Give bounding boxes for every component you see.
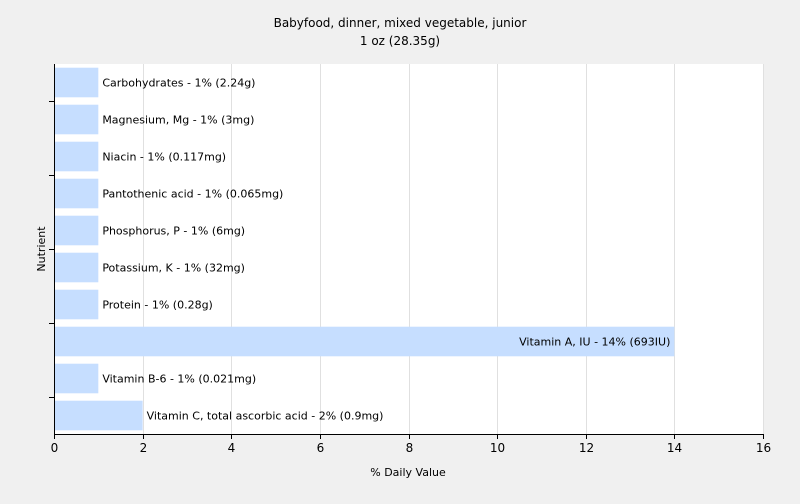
- bar-3: [55, 178, 99, 209]
- x-tick-label-2: 4: [228, 441, 236, 455]
- bar-9: [55, 400, 143, 431]
- bar-0: [55, 67, 99, 98]
- bar-label-2: Niacin - 1% (0.117mg): [102, 151, 226, 164]
- x-tick-label-6: 12: [579, 441, 594, 455]
- bar-label-0: Carbohydrates - 1% (2.24g): [102, 77, 255, 90]
- bar-5: [55, 252, 99, 283]
- chart-title: Babyfood, dinner, mixed vegetable, junio…: [274, 16, 527, 30]
- bar-label-6: Protein - 1% (0.28g): [102, 299, 213, 312]
- bar-label-1: Magnesium, Mg - 1% (3mg): [102, 114, 254, 127]
- bars: Carbohydrates - 1% (2.24g) Magnesium, Mg …: [55, 67, 675, 431]
- bar-label-5: Potassium, K - 1% (32mg): [102, 262, 245, 275]
- bar-1: [55, 104, 99, 135]
- bar-7: [55, 326, 675, 357]
- x-tick-label-1: 2: [140, 441, 148, 455]
- bar-label-7: Vitamin A, IU - 14% (693IU): [519, 336, 670, 349]
- bar-2: [55, 141, 99, 172]
- bar-label-8: Vitamin B-6 - 1% (0.021mg): [102, 373, 256, 386]
- x-tick-label-4: 8: [406, 441, 414, 455]
- axes: 0 2 4 6 8 10 12 14 16: [49, 64, 771, 455]
- chart-subtitle: 1 oz (28.35g): [360, 34, 440, 48]
- x-axis-label: % Daily Value: [370, 466, 446, 479]
- x-tick-label-0: 0: [51, 441, 59, 455]
- x-tick-label-3: 6: [317, 441, 325, 455]
- bar-label-3: Pantothenic acid - 1% (0.065mg): [102, 188, 283, 201]
- x-tick-label-5: 10: [490, 441, 505, 455]
- y-axis-label: Nutrient: [35, 226, 48, 272]
- bar-label-9: Vitamin C, total ascorbic acid - 2% (0.9…: [147, 410, 384, 423]
- bar-label-4: Phosphorus, P - 1% (6mg): [102, 225, 245, 238]
- x-tick-label-7: 14: [667, 441, 682, 455]
- bar-8: [55, 363, 99, 394]
- bar-6: [55, 289, 99, 320]
- grid-lines: [143, 64, 764, 434]
- x-tick-label-8: 16: [756, 441, 771, 455]
- plot-area: [54, 64, 763, 434]
- bar-4: [55, 215, 99, 246]
